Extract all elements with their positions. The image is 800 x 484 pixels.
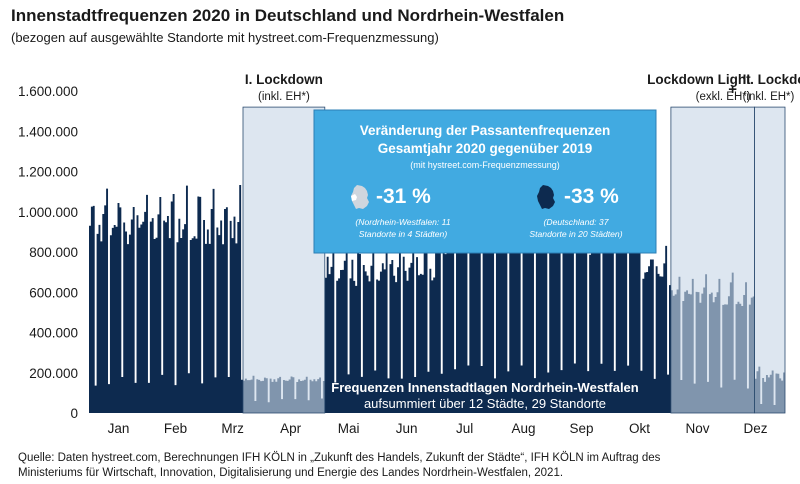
callout-title-line2: Gesamtjahr 2020 gegenüber 2019 (377, 141, 593, 156)
series-label-line1: Frequenzen Innenstadtlagen Nordrhein-Wes… (331, 380, 639, 395)
de-change-value: -33 % (564, 185, 619, 208)
de-note-line1: (Deutschland: 37 (543, 217, 609, 227)
x-tick-label: Nov (685, 421, 709, 436)
y-tick-label: 1.400.000 (18, 124, 78, 139)
lockdown-period-note: (exkl. EH*) (696, 91, 751, 103)
de-note: (Deutschland: 37 Standorte in 20 Städten… (506, 216, 646, 240)
germany-map-nrw-icon (351, 185, 369, 209)
change-callout: Veränderung der Passantenfrequenzen Gesa… (314, 110, 656, 253)
nrw-note-line1: (Nordrhein-Westfalen: 11 (355, 217, 451, 227)
x-tick-label: Mai (338, 421, 360, 436)
lockdown-period-shade (754, 106, 786, 414)
lockdown-period-shade (242, 106, 326, 414)
lockdown-period-title: I. Lockdown (245, 72, 323, 87)
x-tick-label: Jan (108, 421, 130, 436)
x-tick-label: Jul (456, 421, 473, 436)
callout-title-line1: Veränderung der Passantenfrequenzen (359, 123, 611, 138)
y-tick-label: 200.000 (29, 366, 78, 381)
nrw-note-line2: Standorte in 4 Städten) (358, 229, 448, 239)
x-tick-label: Apr (280, 421, 302, 436)
x-tick-label: Jun (396, 421, 418, 436)
nrw-change-value: -31 % (376, 185, 431, 208)
source-note: Quelle: Daten hystreet.com, Berechnungen… (18, 451, 788, 481)
y-tick-label: 0 (70, 406, 78, 421)
x-tick-label: Aug (511, 421, 535, 436)
lockdown-period-note: (inkl. EH*) (258, 91, 310, 103)
lockdown-period-shade (670, 106, 756, 414)
series-label-line2: aufsummiert über 12 Städte, 29 Standorte (364, 396, 606, 411)
plus-sign: + (728, 81, 737, 98)
y-tick-label: 1.000.000 (18, 205, 78, 220)
nrw-note: (Nordrhein-Westfalen: 11 Standorte in 4 … (328, 216, 478, 240)
germany-map-icon (537, 185, 555, 209)
lockdown-period-note: (inkl. EH*) (743, 91, 795, 103)
y-tick-label: 800.000 (29, 245, 78, 260)
chart-title: Innenstadtfrequenzen 2020 in Deutschland… (11, 6, 565, 25)
callout-box-background (313, 109, 657, 254)
x-tick-label: Dez (743, 421, 767, 436)
callout-subtitle: (mit hystreet.com-Frequenzmessung) (410, 160, 560, 170)
x-tick-label: Feb (164, 421, 187, 436)
x-tick-label: Sep (569, 421, 593, 436)
y-tick-label: 400.000 (29, 326, 78, 341)
x-tick-label: Okt (629, 421, 650, 436)
source-line1: Quelle: Daten hystreet.com, Berechnungen… (18, 452, 661, 464)
x-tick-label: Mrz (221, 421, 244, 436)
y-tick-label: 1.600.000 (18, 84, 78, 99)
source-line2: Ministeriums für Wirtschaft, Innovation,… (18, 467, 564, 479)
chart-subtitle: (bezogen auf ausgewählte Standorte mit h… (11, 30, 439, 45)
lockdown-period-title: Lockdown Light (647, 72, 751, 87)
lockdown-period-title: II. Lockdown (743, 72, 800, 87)
de-note-line2: Standorte in 20 Städten) (529, 229, 623, 239)
y-tick-label: 1.200.000 (18, 165, 78, 180)
y-tick-label: 600.000 (29, 285, 78, 300)
